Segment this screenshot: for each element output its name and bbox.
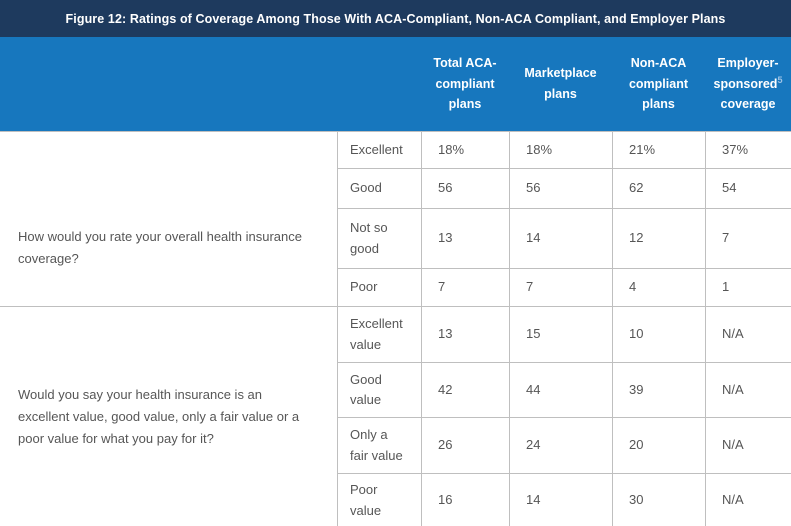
value-cell: N/A [705, 307, 791, 363]
row-label: Excellent value [337, 307, 421, 363]
row-label: Excellent [337, 132, 421, 169]
value-cell: 14 [509, 209, 612, 269]
row-label: Only a fair value [337, 418, 421, 474]
section-value-rating: Would you say your health insurance is a… [0, 306, 791, 526]
value-cell: 4 [612, 269, 705, 306]
row-label: Not so good [337, 209, 421, 269]
footnote-marker: 5 [777, 74, 783, 85]
value-cell: 7 [421, 269, 509, 306]
value-cell: 24 [509, 418, 612, 474]
value-cell: 56 [421, 169, 509, 209]
value-cell: 37% [705, 132, 791, 169]
value-cell: 1 [705, 269, 791, 306]
value-cell: 18% [421, 132, 509, 169]
value-cell: 62 [612, 169, 705, 209]
section-overall-rating: How would you rate your overall health i… [0, 131, 791, 306]
value-cell: N/A [705, 474, 791, 526]
value-cell: 54 [705, 169, 791, 209]
value-cell: 14 [509, 474, 612, 526]
value-cell: 39 [612, 363, 705, 418]
value-cell: 10 [612, 307, 705, 363]
column-header-total-aca: Total ACA-compliant plans [421, 37, 509, 131]
column-header-employer: Employer-sponsored5 coverage [705, 37, 791, 131]
row-label: Poor value [337, 474, 421, 526]
question-text: Would you say your health insurance is a… [18, 386, 300, 447]
value-cell: 13 [421, 209, 509, 269]
value-cell: 20 [612, 418, 705, 474]
value-cell: 21% [612, 132, 705, 169]
row-label: Good value [337, 363, 421, 418]
column-header-label: Total ACA-compliant plans [433, 56, 497, 112]
value-cell: 56 [509, 169, 612, 209]
value-cell: 12 [612, 209, 705, 269]
column-header-marketplace: Marketplace plans [509, 37, 612, 131]
table-header-row: Total ACA-compliant plans Marketplace pl… [0, 37, 791, 131]
column-header-non-aca: Non-ACA compliant plans [612, 37, 705, 131]
value-cell: N/A [705, 363, 791, 418]
value-cell: 42 [421, 363, 509, 418]
value-cell: N/A [705, 418, 791, 474]
header-spacer-sublabel [337, 37, 421, 131]
figure-title: Figure 12: Ratings of Coverage Among Tho… [0, 0, 791, 37]
question-text: How would you rate your overall health i… [18, 228, 302, 266]
value-cell: 7 [509, 269, 612, 306]
column-header-label: Marketplace plans [524, 66, 597, 101]
row-label: Good [337, 169, 421, 209]
value-cell: 26 [421, 418, 509, 474]
value-cell: 13 [421, 307, 509, 363]
value-cell: 15 [509, 307, 612, 363]
value-cell: 30 [612, 474, 705, 526]
value-cell: 7 [705, 209, 791, 269]
column-header-label: Non-ACA compliant plans [628, 56, 689, 112]
header-spacer-question [0, 37, 337, 131]
row-label: Poor [337, 269, 421, 306]
value-cell: 18% [509, 132, 612, 169]
value-cell: 16 [421, 474, 509, 526]
value-cell: 44 [509, 363, 612, 418]
column-header-label: Employer-sponsored5 coverage [713, 56, 783, 112]
